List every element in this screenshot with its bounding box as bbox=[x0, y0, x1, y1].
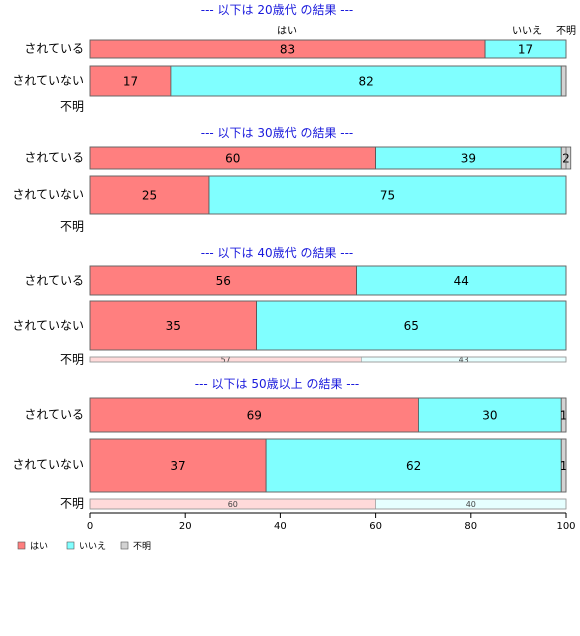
data-label: 44 bbox=[454, 274, 469, 288]
legend-swatch bbox=[17, 541, 26, 550]
bar-segment bbox=[89, 397, 419, 433]
row-label: されている bbox=[24, 408, 84, 422]
row-label: されている bbox=[24, 151, 84, 165]
bar-segment bbox=[208, 175, 567, 215]
group-title: --- 以下は 50歳以上 の結果 --- bbox=[195, 377, 360, 391]
row-label: 不明 bbox=[60, 353, 84, 367]
bar-outline bbox=[89, 146, 567, 170]
data-label: 17 bbox=[518, 43, 533, 57]
legend-label: 不明 bbox=[133, 541, 151, 552]
data-label: 82 bbox=[358, 75, 373, 89]
x-tick-label: 0 bbox=[87, 521, 93, 532]
legend-swatch bbox=[66, 541, 75, 550]
data-label: 35 bbox=[166, 319, 181, 333]
row-label: されていない bbox=[12, 74, 84, 88]
bar-outline bbox=[89, 397, 567, 433]
data-label: 83 bbox=[280, 43, 295, 57]
data-label: 75 bbox=[380, 189, 395, 203]
group-title: --- 以下は 20歳代 の結果 --- bbox=[201, 3, 354, 17]
row-label: されている bbox=[24, 274, 84, 288]
legend-label: いいえ bbox=[79, 541, 106, 552]
top-label-unknown: 不明 bbox=[556, 25, 576, 37]
legend-swatch bbox=[120, 541, 129, 550]
data-label: 62 bbox=[406, 459, 421, 473]
data-label: 56 bbox=[216, 274, 231, 288]
bar-segment bbox=[265, 438, 562, 493]
top-label-no: いいえ bbox=[512, 25, 542, 37]
data-label: 57 bbox=[221, 356, 231, 365]
data-label: 60 bbox=[225, 152, 240, 166]
bar-outline bbox=[89, 300, 567, 351]
bar-outline bbox=[89, 39, 567, 59]
bar-outline bbox=[89, 356, 567, 363]
x-tick-label: 20 bbox=[179, 521, 192, 532]
bar-segment bbox=[89, 438, 267, 493]
bar-outline bbox=[89, 65, 567, 97]
data-label: 1 bbox=[560, 409, 568, 423]
row-label: 不明 bbox=[60, 497, 84, 511]
data-label: 17 bbox=[123, 75, 138, 89]
legend-label: はい bbox=[30, 541, 48, 552]
data-label: 25 bbox=[142, 189, 157, 203]
data-label: 1 bbox=[560, 459, 568, 473]
x-tick-label: 60 bbox=[369, 521, 382, 532]
row-label: されていない bbox=[12, 458, 84, 472]
bar-outline bbox=[89, 265, 567, 296]
x-tick-label: 80 bbox=[464, 521, 477, 532]
data-label: 40 bbox=[466, 500, 476, 509]
bar-outline bbox=[89, 438, 567, 493]
data-label: 43 bbox=[459, 356, 469, 365]
x-tick-label: 100 bbox=[556, 521, 575, 532]
row-label: されていない bbox=[12, 188, 84, 202]
group-title: --- 以下は 30歳代 の結果 --- bbox=[201, 126, 354, 140]
data-label: 69 bbox=[247, 409, 262, 423]
data-label: 30 bbox=[482, 409, 497, 423]
bar-segment bbox=[560, 65, 567, 97]
data-label: 37 bbox=[170, 459, 185, 473]
data-label: 60 bbox=[228, 500, 238, 509]
group-title: --- 以下は 40歳代 の結果 --- bbox=[201, 246, 354, 260]
row-label: 不明 bbox=[60, 220, 84, 234]
data-label: 39 bbox=[461, 152, 476, 166]
top-label-yes: はい bbox=[277, 25, 297, 37]
bar-outline bbox=[89, 175, 567, 215]
data-label: 65 bbox=[404, 319, 419, 333]
bar-segment bbox=[170, 65, 562, 97]
bar-outline bbox=[89, 498, 567, 510]
bar-segment bbox=[256, 300, 567, 351]
row-label: されていない bbox=[12, 319, 84, 333]
x-tick-label: 40 bbox=[274, 521, 287, 532]
row-label: 不明 bbox=[60, 100, 84, 114]
row-label: されている bbox=[24, 42, 84, 56]
